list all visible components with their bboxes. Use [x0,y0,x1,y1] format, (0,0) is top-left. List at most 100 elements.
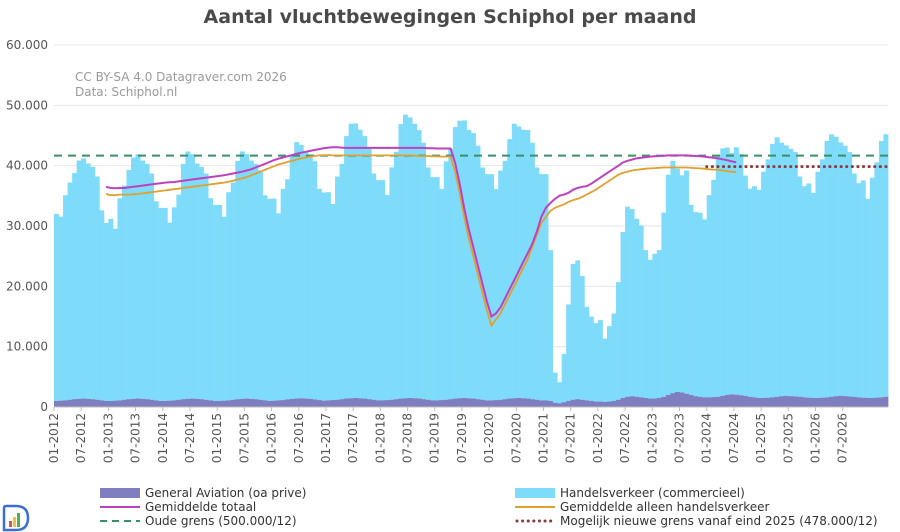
commercial-bar [217,204,223,401]
general-aviation-bar [153,400,159,407]
commercial-bar [779,142,785,397]
commercial-bar [131,157,136,399]
general-aviation-bar [597,401,603,407]
general-aviation-bar [625,396,631,407]
commercial-bar [820,159,825,398]
commercial-bar [466,129,472,399]
general-aviation-bar [797,396,803,407]
commercial-bar [457,120,463,399]
general-aviation-bar [883,396,889,407]
y-tick-label: 0 [40,400,48,414]
general-aviation-bar [144,399,150,407]
commercial-bar [99,210,105,401]
general-aviation-bar [548,400,553,407]
legend-swatch-bar [100,488,140,498]
commercial-bar [153,201,159,401]
commercial-bar [403,114,408,399]
y-tick-label: 60.000 [6,38,48,52]
commercial-bar [384,194,390,401]
general-aviation-bar [171,400,177,407]
commercial-bar [865,198,871,398]
general-aviation-bar [525,398,531,407]
commercial-bar [711,179,717,398]
general-aviation-bar [285,399,291,407]
general-aviation-bar [561,402,567,407]
commercial-bar [289,154,295,399]
general-aviation-bar [820,397,825,407]
x-tick-label: 01-2012 [47,413,61,463]
general-aviation-bar [54,400,59,407]
x-tick-label: 07-2017 [346,413,360,463]
commercial-bar [421,142,427,400]
commercial-bar [715,155,721,397]
general-aviation-bar [271,400,277,407]
commercial-bar [670,160,676,394]
commercial-bar [656,250,662,398]
general-aviation-bar [833,396,839,407]
commercial-bar [430,177,436,401]
general-aviation-bar [416,398,422,407]
general-aviation-bar [189,398,195,407]
x-tick-label: 01-2023 [645,413,659,463]
commercial-bar [557,382,563,404]
general-aviation-bar [208,400,214,407]
general-aviation-bar [344,398,350,407]
general-aviation-bar [194,398,200,407]
general-aviation-bar [389,399,395,407]
commercial-bar [72,172,78,400]
general-aviation-bar [76,398,82,407]
x-tick-label: 07-2016 [292,413,306,463]
general-aviation-bar [289,398,295,407]
commercial-bar [815,171,821,398]
general-aviation-bar [738,395,744,407]
commercial-bar [108,218,114,401]
general-aviation-bar [430,400,436,407]
commercial-bar [339,163,345,400]
general-aviation-bar [452,398,458,407]
general-aviation-bar [244,398,250,407]
commercial-bar [208,198,214,401]
commercial-bar [63,195,68,401]
general-aviation-bar [203,399,209,407]
commercial-bar [810,192,816,398]
x-tick-label: 01-2026 [808,413,822,463]
commercial-bar [158,207,164,401]
x-tick-label: 07-2023 [673,413,687,463]
general-aviation-bar [670,393,676,407]
commercial-bar [874,162,880,398]
general-aviation-bar [149,399,155,407]
commercial-bar [398,124,404,399]
legend-swatch [100,520,140,522]
general-aviation-bar [792,396,798,407]
commercial-bar [248,160,254,399]
general-aviation-bar [480,399,485,407]
general-aviation-bar [579,399,585,407]
general-aviation-bar [412,398,418,407]
x-tick-label: 07-2025 [781,413,795,463]
general-aviation-bar [869,397,875,407]
general-aviation-bar [217,400,223,407]
general-aviation-bar [634,396,640,407]
general-aviation-bar [647,398,653,407]
general-aviation-bar [303,398,309,407]
legend-label: Mogelijk nieuwe grens vanaf eind 2025 (4… [560,514,878,528]
general-aviation-bar [810,397,816,407]
commercial-bar [54,213,59,401]
general-aviation-bar [851,396,857,407]
general-aviation-bar [425,399,431,407]
general-aviation-bar [770,397,776,407]
commercial-bar [316,188,322,401]
commercial-bar [253,163,259,400]
general-aviation-bar [489,400,495,407]
general-aviation-bar [842,396,848,407]
general-aviation-bar [697,396,703,407]
general-aviation-bar [711,397,717,407]
commercial-bar [176,194,182,400]
general-aviation-bar [661,396,667,407]
commercial-bar [262,195,268,401]
commercial-bar [606,326,612,402]
general-aviation-bar [693,396,699,407]
commercial-bar [185,151,191,399]
general-aviation-bar [534,399,540,407]
general-aviation-bar [230,399,236,407]
